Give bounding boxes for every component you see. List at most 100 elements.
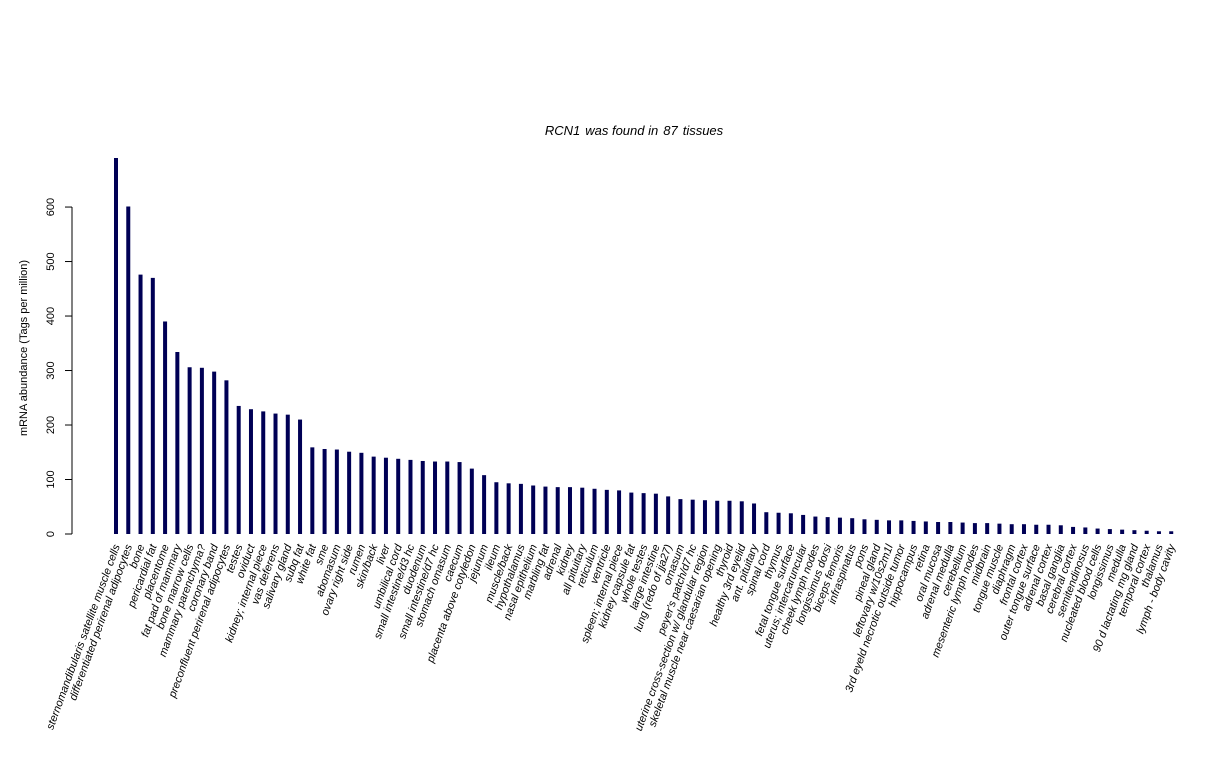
bar: [813, 516, 818, 534]
bar: [457, 462, 462, 534]
bar: [899, 520, 904, 534]
bar: [248, 409, 253, 534]
bar: [224, 380, 229, 534]
bar: [776, 512, 781, 534]
bar: [1071, 526, 1076, 534]
bar: [1083, 527, 1088, 534]
bar: [433, 461, 438, 534]
bar: [1095, 528, 1100, 534]
y-tick-label: 0: [45, 531, 57, 537]
bar: [1132, 530, 1137, 534]
bar: [580, 487, 585, 534]
y-axis: 0 100 200 300 400 500 600: [45, 198, 73, 537]
bar: [641, 493, 646, 534]
bar: [604, 489, 609, 534]
bar: [396, 458, 401, 534]
bar: [420, 460, 425, 534]
bar: [801, 514, 806, 534]
bar: [592, 488, 597, 534]
bar: [494, 482, 499, 534]
bar: [972, 523, 977, 534]
bars: [114, 158, 1174, 535]
bar: [911, 520, 916, 534]
bar: [752, 503, 757, 534]
bar: [629, 492, 634, 534]
bar: [1046, 524, 1051, 534]
bar: [837, 517, 842, 534]
title-mid: was found in: [585, 123, 658, 138]
y-tick-label: 500: [45, 252, 57, 270]
bar: [322, 448, 327, 534]
bar: [1009, 524, 1014, 534]
bar: [518, 483, 523, 534]
bar: [408, 459, 413, 534]
y-tick-label: 200: [45, 416, 57, 434]
bar: [874, 519, 879, 534]
bar: [126, 206, 131, 535]
bar: [163, 321, 168, 534]
bar: [175, 351, 180, 534]
bar: [653, 493, 658, 534]
bar: [187, 367, 192, 534]
bar: [923, 521, 928, 534]
bar: [138, 274, 143, 534]
bar: [334, 449, 339, 534]
bar: [764, 512, 769, 534]
y-tick-label: 300: [45, 361, 57, 379]
bar: [850, 518, 855, 534]
bar: [1156, 531, 1161, 534]
bar: [887, 520, 892, 534]
y-axis-label: mRNA abundance (Tags per million): [18, 260, 30, 436]
x-tick-label: differentiated perirenal adipocytes: [67, 542, 135, 702]
bar: [862, 519, 867, 534]
bar: [150, 277, 155, 534]
bar: [960, 522, 965, 534]
x-tick-label: sternomandibularis satellite muscle cell…: [44, 542, 123, 731]
bar: [469, 468, 474, 534]
chart-title: RCN1 was found in 87 tissues: [545, 123, 724, 138]
bar: [359, 452, 364, 534]
bar: [825, 517, 830, 534]
bar: [1034, 524, 1039, 534]
bar: [383, 457, 388, 534]
bar: [727, 500, 732, 534]
bar: [739, 501, 744, 534]
bar: [1169, 531, 1174, 534]
bar: [678, 499, 683, 534]
bar: [482, 475, 487, 534]
bar: [1107, 529, 1112, 534]
y-tick-label: 100: [45, 470, 57, 488]
bar: [531, 485, 536, 534]
bar: [1120, 529, 1125, 534]
y-tick-label: 400: [45, 307, 57, 325]
bar: [567, 487, 572, 534]
bar: [445, 461, 450, 534]
bar: [212, 371, 217, 534]
bar: [506, 483, 511, 534]
bar: [1144, 530, 1149, 534]
bar: [702, 500, 707, 534]
bar: [617, 490, 622, 534]
x-tick-labels: sternomandibularis satellite muscle cell…: [44, 542, 1178, 733]
bar: [666, 496, 671, 534]
bar: [1021, 524, 1026, 534]
bar: [715, 500, 720, 534]
y-tick-label: 600: [45, 198, 57, 216]
bar: [114, 158, 118, 534]
bar: [236, 405, 241, 534]
bar: [1058, 525, 1063, 534]
title-gene: RCN1: [545, 123, 580, 138]
bar: [261, 411, 266, 534]
bar: [285, 414, 290, 534]
bar: [273, 413, 278, 534]
title-end: tissues: [683, 123, 724, 138]
bar: [298, 419, 303, 534]
bar: [985, 523, 990, 534]
bar: [371, 456, 376, 534]
bar: [555, 487, 560, 534]
bar: [997, 523, 1002, 534]
bar: [347, 451, 352, 534]
bar: [690, 499, 695, 534]
